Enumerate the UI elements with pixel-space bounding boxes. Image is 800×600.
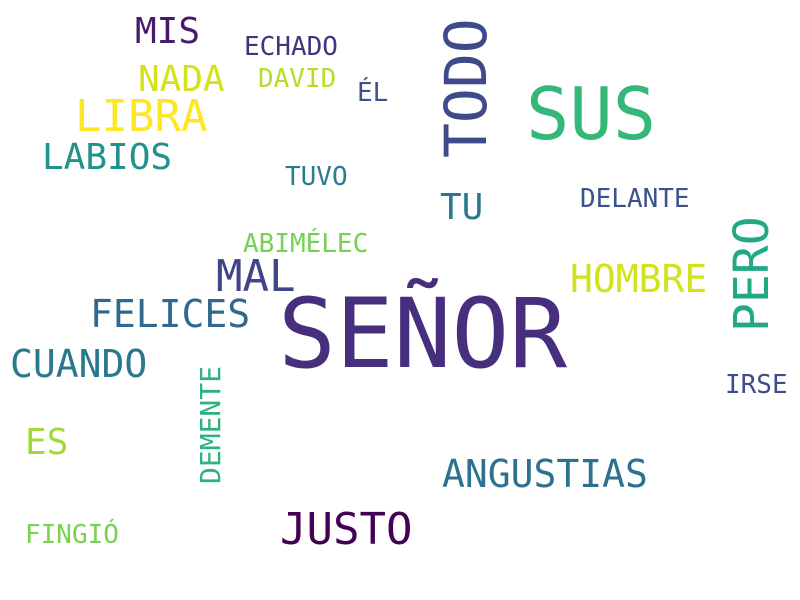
word-tuvo: TUVO [285,162,348,192]
word-echado: ECHADO [244,32,338,62]
word-david: DAVID [258,64,337,94]
word-nada: NADA [138,59,225,100]
word-mal: MAL [216,251,296,302]
word-fingio: FINGIÓ [25,520,119,550]
word-todo: TODO [432,18,500,158]
word-tu: TU [440,187,484,228]
word-senor: SEÑOR [278,278,567,390]
word-mis: MIS [135,11,201,52]
word-pero: PERO [724,216,780,332]
word-el: ÉL [357,78,389,108]
word-cuando: CUANDO [10,342,148,386]
word-delante: DELANTE [580,184,690,214]
word-hombre: HOMBRE [570,257,708,301]
word-angustias: ANGUSTIAS [442,452,648,496]
word-justo: JUSTO [280,504,413,555]
word-demente: DEMENTE [194,365,227,484]
word-irse: IRSE [725,370,788,400]
word-labios: LABIOS [42,137,173,178]
word-libra: LIBRA [75,91,208,142]
word-felices: FELICES [90,292,251,336]
word-es: ES [25,422,69,463]
word-sus: SUS [526,72,657,156]
word-abimelec: ABIMÉLEC [243,229,369,259]
